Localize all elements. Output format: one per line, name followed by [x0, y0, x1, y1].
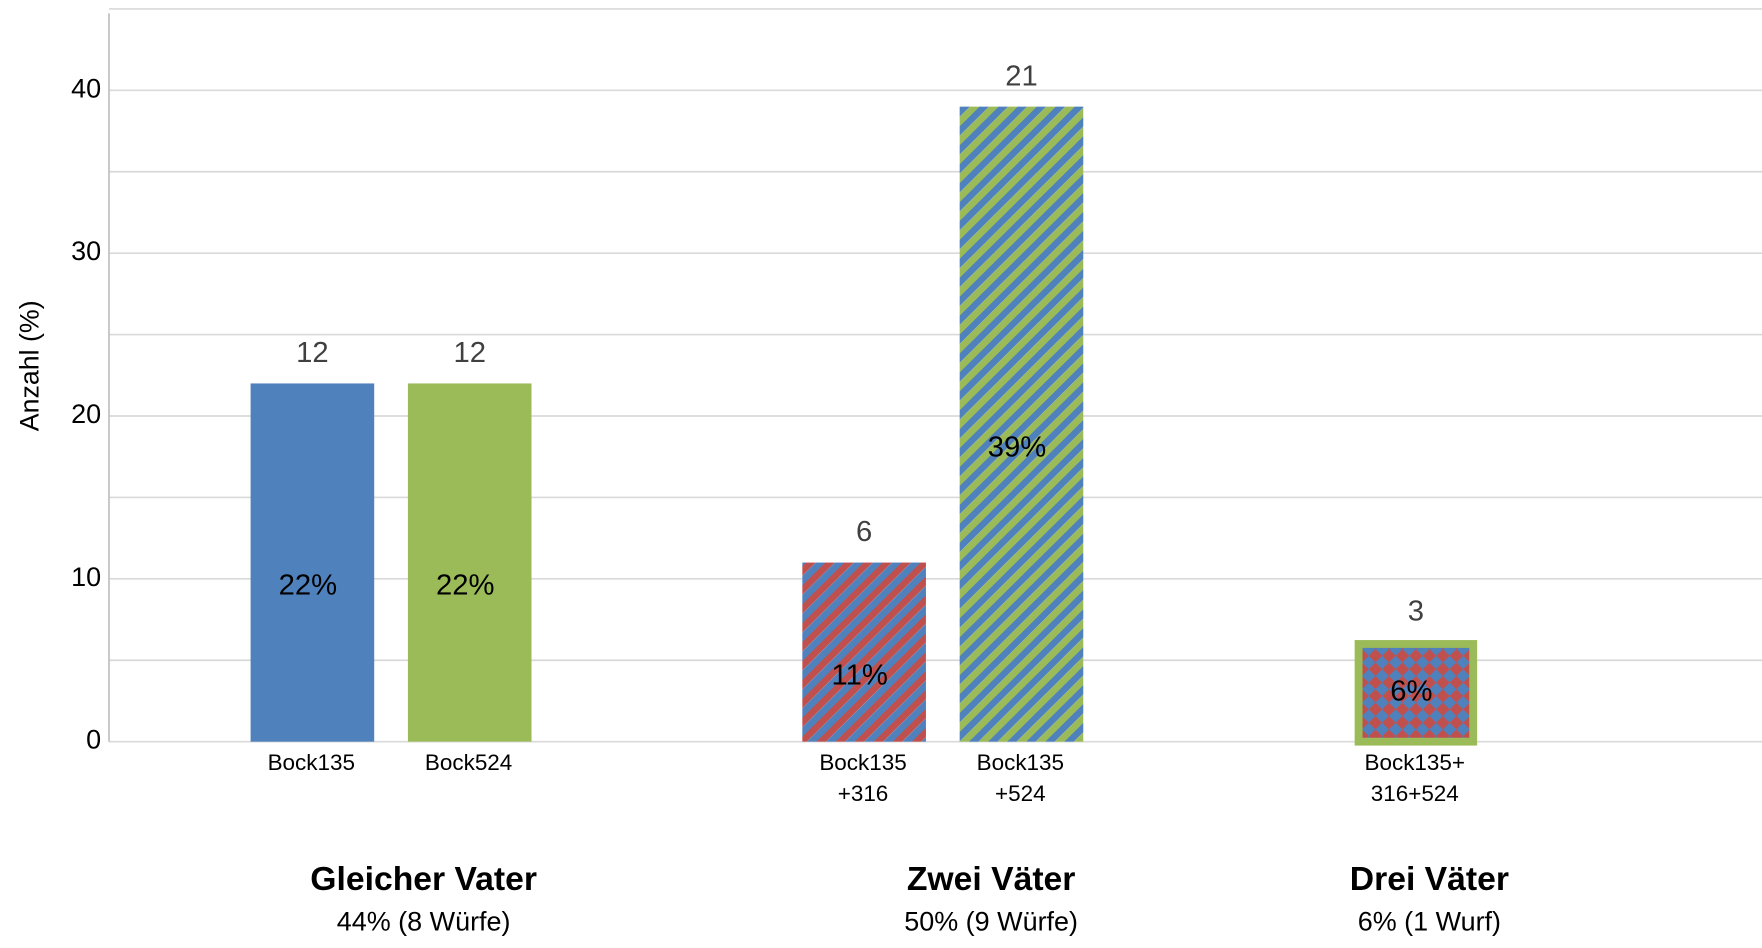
y-tick-label: 10: [71, 562, 101, 592]
y-axis-label: Anzahl (%): [14, 300, 44, 431]
x-tick-label: 316+524: [1371, 781, 1459, 806]
group-subtitle: 50% (9 Würfe): [904, 907, 1078, 937]
group-title: Gleicher Vater: [310, 861, 537, 898]
x-tick-label: Bock524: [425, 750, 512, 775]
x-tick-label: +316: [838, 781, 889, 806]
y-tick-label: 30: [71, 236, 101, 266]
count-label: 3: [1408, 595, 1424, 627]
value-label: 22%: [436, 570, 494, 602]
x-tick-label: Bock135: [819, 750, 906, 775]
count-label: 21: [1005, 60, 1037, 92]
x-tick-label: Bock135: [268, 750, 355, 775]
y-tick-label: 40: [71, 73, 101, 103]
value-label: 11%: [832, 659, 888, 691]
x-tick-label: Bock135: [977, 750, 1064, 775]
count-label: 12: [453, 337, 485, 369]
count-label: 12: [296, 337, 328, 369]
value-label: 39%: [988, 431, 1046, 463]
group-subtitle: 6% (1 Wurf): [1358, 907, 1501, 937]
bar: [959, 106, 1084, 742]
bar: [250, 383, 375, 742]
count-label: 6: [856, 516, 872, 548]
y-tick-label: 20: [71, 399, 101, 429]
bar: [1354, 640, 1478, 746]
bar: [802, 562, 926, 742]
x-tick-label: Bock135+: [1365, 750, 1466, 775]
group-title: Drei Väter: [1350, 861, 1509, 898]
value-label: 22%: [279, 570, 337, 602]
y-tick-label: 0: [86, 725, 101, 755]
x-tick-label: +524: [995, 781, 1046, 806]
group-subtitle: 44% (8 Würfe): [337, 907, 511, 937]
value-label: 6%: [1390, 676, 1432, 708]
group-title: Zwei Väter: [907, 861, 1076, 898]
bar: [407, 383, 532, 742]
